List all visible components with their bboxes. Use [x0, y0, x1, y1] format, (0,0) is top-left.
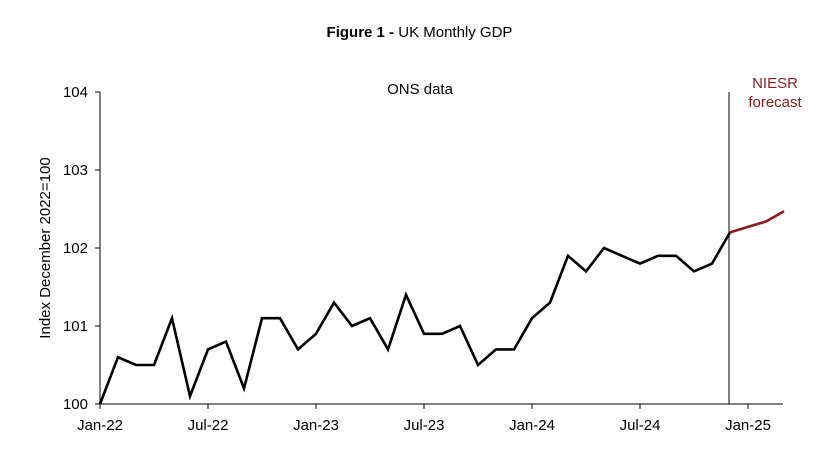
x-tick-label: Jul-22: [188, 417, 229, 434]
y-tick-label: 102: [63, 240, 88, 257]
x-tick-label: Jul-23: [404, 417, 445, 434]
axes: [99, 92, 783, 405]
x-tick-label: Jan-24: [509, 417, 555, 434]
x-axis-ticks: Jan-22 Jul-22 Jan-23 Jul-23 Jan-24 Jul-24 Jan-…: [77, 404, 771, 434]
x-tick-label: Jan-23: [293, 417, 339, 434]
x-tick-label: Jan-22: [77, 417, 123, 434]
x-tick-label: Jul-24: [620, 417, 661, 434]
chart-title: Figure 1 - UK Monthly GDP: [0, 24, 839, 41]
y-tick-label: 104: [63, 84, 88, 101]
series-lines: [98, 210, 785, 405]
figure-title: UK Monthly GDP: [398, 24, 513, 41]
niesr-annotation-line1: NIESR: [752, 75, 798, 92]
x-tick-label: Jan-25: [725, 417, 771, 434]
ons-data-annotation: ONS data: [387, 81, 454, 98]
forecast-series-line: [729, 210, 785, 234]
y-axis-ticks: 100 101 102 103 104: [63, 84, 100, 413]
niesr-annotation-line2: forecast: [748, 94, 802, 111]
y-tick-label: 100: [63, 396, 88, 413]
y-tick-label: 103: [63, 162, 88, 179]
y-axis-label: Index December 2022=100: [37, 157, 54, 338]
y-tick-label: 101: [63, 318, 88, 335]
ons-series-line: [98, 231, 732, 405]
figure-label: Figure 1 -: [326, 24, 395, 41]
